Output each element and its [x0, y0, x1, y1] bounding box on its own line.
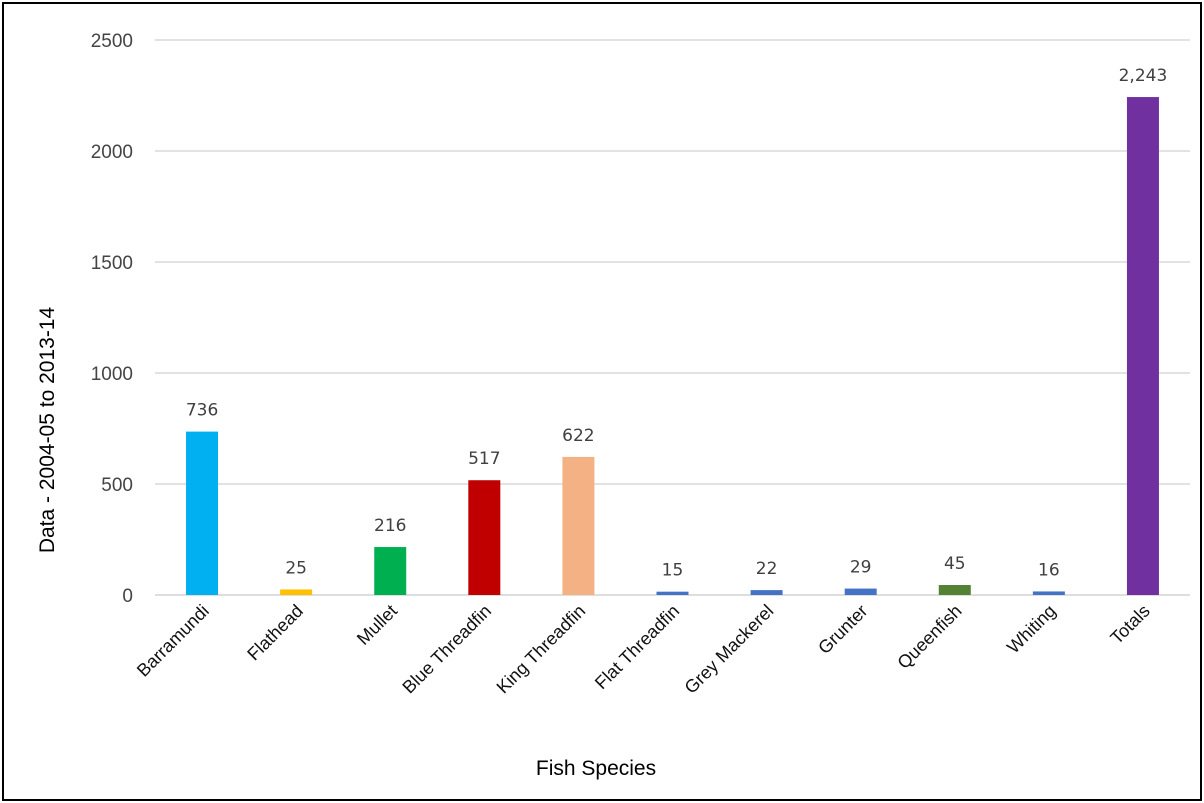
data-label: 45: [944, 554, 966, 574]
bar-totals: [1126, 97, 1159, 595]
y-tick-label: 500: [101, 475, 133, 496]
data-label: 25: [285, 558, 307, 578]
data-label: 15: [662, 561, 684, 581]
data-labels: 736 25 216 517 622 15 22 29 45 16 2,243: [186, 66, 1167, 581]
y-tick-label: 0: [122, 586, 133, 607]
bar-grunter: [844, 588, 877, 595]
y-tick-label: 1500: [91, 253, 133, 274]
category-label: Totals: [1106, 601, 1153, 648]
data-label: 517: [468, 449, 500, 469]
data-label: 22: [756, 559, 778, 579]
bar-queenfish: [938, 585, 971, 595]
bar-flat-threadfin: [656, 591, 689, 595]
category-label: Grey Mackerel: [681, 601, 778, 698]
data-label: 16: [1038, 560, 1060, 580]
bar-blue-threadfin: [468, 480, 501, 595]
gridlines: [155, 39, 1190, 596]
category-label: Whiting: [1003, 601, 1060, 658]
category-label: Barramundi: [133, 601, 213, 681]
category-label: Flat Threadfin: [591, 601, 683, 693]
bar-whiting: [1032, 591, 1065, 595]
data-label: 2,243: [1119, 66, 1168, 86]
category-label: Grunter: [814, 601, 871, 658]
bar-flathead: [280, 589, 313, 595]
data-label: 216: [374, 516, 406, 536]
category-label: Queenfish: [893, 601, 965, 673]
data-label: 736: [186, 401, 218, 421]
y-tick-label: 2000: [91, 142, 133, 163]
bars: [186, 97, 1159, 595]
category-label: Blue Threadfin: [398, 601, 495, 698]
y-tick-label: 2500: [91, 31, 133, 52]
category-label: Mullet: [353, 601, 401, 649]
y-axis-ticks: 0 500 1000 1500 2000 2500: [91, 31, 133, 607]
bar-grey-mackerel: [750, 590, 783, 595]
x-axis-title: Fish Species: [536, 757, 656, 780]
bar-king-threadfin: [562, 456, 595, 595]
bar-mullet: [374, 547, 407, 595]
category-label: Flathead: [243, 601, 307, 665]
y-tick-label: 1000: [91, 364, 133, 385]
y-axis-title: Data - 2004-05 to 2013-14: [36, 307, 59, 554]
data-label: 29: [850, 558, 872, 578]
category-label: King Threadfin: [493, 601, 590, 698]
bar-barramundi: [186, 431, 219, 595]
data-label: 622: [562, 426, 594, 446]
